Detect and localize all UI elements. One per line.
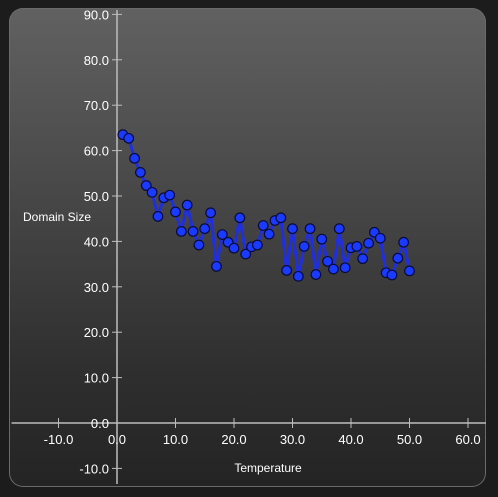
data-point [304,223,316,235]
data-point [386,269,398,281]
data-point [187,226,199,237]
x-tick-label: 50.0 [397,432,422,447]
x-tick-label: 30.0 [280,432,305,447]
y-tick-label: 10.0 [84,371,109,386]
y-tick-label: 0.0 [91,416,109,431]
data-point [140,180,152,191]
data-point [181,199,193,211]
y-axis-title: Domain Size [23,210,91,224]
data-point [228,242,240,254]
data-point [129,152,140,164]
data-point [404,265,415,277]
data-point [123,132,135,144]
data-point [316,233,328,245]
y-tick-label: 30.0 [84,280,109,295]
data-point [398,236,410,248]
x-tick-label: 10.0 [163,432,188,447]
data-point [251,239,263,251]
data-point [322,255,334,267]
y-tick-label: 20.0 [84,325,109,340]
x-tick-label: -10.0 [44,432,74,447]
data-point [374,232,386,244]
data-point [211,260,222,272]
y-tick-label: 90.0 [84,7,109,22]
data-point [263,228,275,240]
y-tick-label: 60.0 [84,144,109,159]
x-tick-label: 60.0 [455,432,480,447]
data-point [333,223,345,235]
data-point [134,166,146,178]
data-point [199,223,211,235]
data-point [170,206,181,218]
data-point [216,229,228,240]
data-point [298,240,310,252]
data-point [175,226,187,237]
y-tick-label: 80.0 [84,53,109,68]
y-tick-label: 40.0 [84,234,109,249]
data-point [281,265,293,276]
data-point [240,248,252,260]
data-point [257,220,269,231]
axes [11,10,486,484]
y-tick-label: -10.0 [79,461,109,476]
data-point [146,186,158,198]
y-tick-label: 50.0 [84,189,109,204]
data-point [205,207,217,219]
data-point [351,240,363,252]
data-point [152,211,164,222]
data-point [310,269,322,280]
y-tick-label: 70.0 [84,98,109,113]
data-point [292,270,304,282]
data-point [357,253,369,265]
data-point [275,212,287,224]
data-point [234,212,246,224]
data-point [363,237,374,249]
x-tick-label: 0.0 [108,432,126,447]
data-point [193,239,205,251]
data-point [328,263,339,275]
x-tick-label: 40.0 [338,432,363,447]
ticks: -10.0 0.0 10.0 20.0 30.0 40.0 50.0 60.0 -10.0 0.0… [44,7,481,476]
data-points [117,129,415,282]
data-point [287,223,298,235]
data-point [164,189,176,201]
x-tick-label: 20.0 [221,432,246,447]
data-point [392,252,404,264]
x-axis-title: Temperature [234,461,302,475]
data-point [339,262,351,274]
